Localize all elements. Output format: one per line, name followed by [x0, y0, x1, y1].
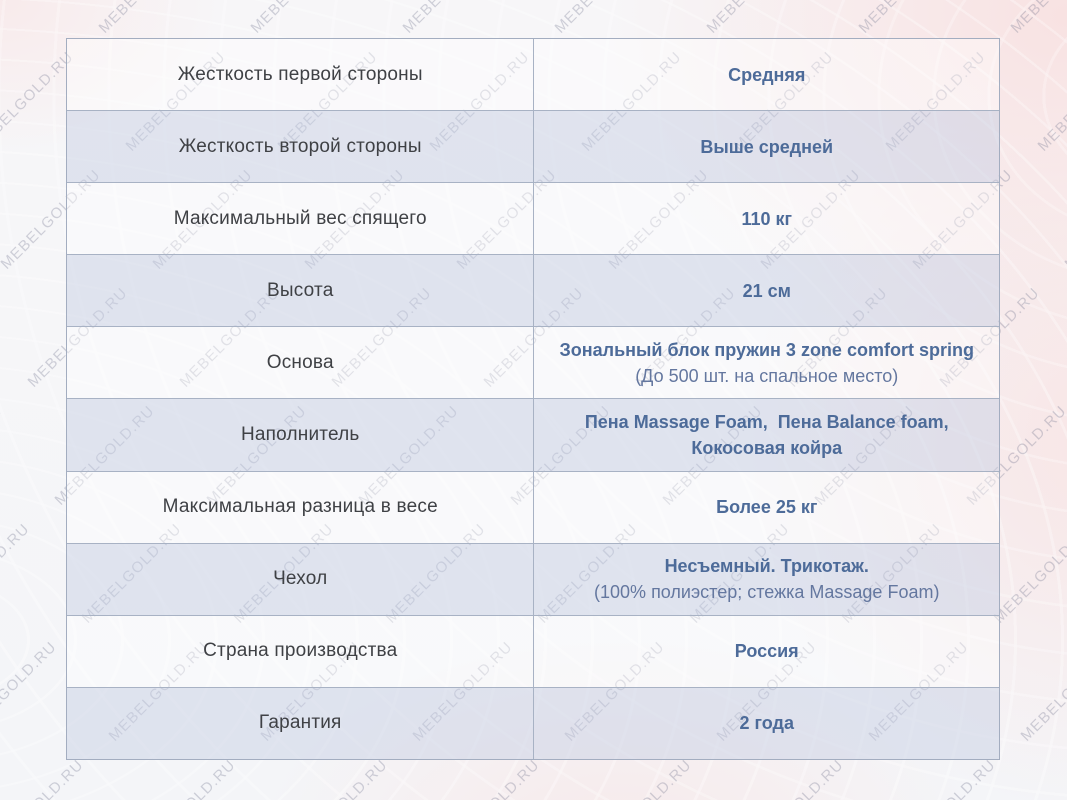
table-row: Основа Зональный блок пружин 3 zone comf… — [67, 326, 999, 399]
spec-value-line: 21 см — [742, 280, 791, 301]
spec-label: Основа — [266, 351, 334, 373]
spec-label-cell: Высота — [67, 255, 535, 327]
watermark-text: MEBELGOLD.RU — [1017, 638, 1067, 745]
spec-value-line: Выше средней — [700, 136, 834, 157]
spec-value-cell: 110 кг — [534, 183, 999, 254]
spec-label: Жесткость второй стороны — [178, 135, 422, 157]
spec-label-cell: Основа — [67, 327, 535, 399]
watermark-text: MEBELGOLD.RU — [1008, 0, 1067, 37]
watermark-text: MEBELGOLD.RU — [741, 756, 847, 800]
spec-label: Страна производства — [203, 640, 398, 662]
spec-label-cell: Жесткость второй стороны — [67, 111, 535, 183]
spec-label-cell: Жесткость первой стороны — [67, 39, 535, 111]
spec-value-cell: Выше средней — [534, 111, 999, 182]
watermark-text: MEBELGOLD.RU — [133, 756, 239, 800]
spec-label: Наполнитель — [240, 424, 360, 446]
table-row: Максимальный вес спящего 110 кг — [67, 182, 999, 255]
watermark-text: MEBELGOLD.RU — [0, 756, 87, 800]
watermark-text: MEBELGOLD.RU — [248, 0, 354, 37]
spec-value-line: Несъемный. Трикотаж. — [664, 556, 869, 577]
watermark-text: MEBELGOLD.RU — [589, 756, 695, 800]
table-row: Наполнитель Пена Massage Foam, Пена Bala… — [67, 398, 999, 471]
spec-label: Максимальный вес спящего — [173, 207, 427, 229]
watermark-text: MEBELGOLD.RU — [856, 0, 962, 37]
watermark-text: MEBELGOLD.RU — [1034, 48, 1067, 155]
spec-label-cell: Гарантия — [67, 687, 535, 759]
watermark-text: MEBELGOLD.RU — [400, 0, 506, 37]
table-row: Чехол Несъемный. Трикотаж. (100% полиэсте… — [67, 542, 999, 615]
table-row: Высота 21 см — [67, 254, 999, 327]
spec-label-cell: Страна производства — [67, 615, 535, 687]
watermark-text: MEBELGOLD.RU — [552, 0, 658, 37]
spec-value-line: Средняя — [728, 64, 806, 85]
spec-value-cell: Более 25 кг — [534, 472, 999, 543]
spec-value-cell: 2 года — [534, 688, 999, 759]
watermark-text: MEBELGOLD.RU — [285, 756, 391, 800]
watermark-text: MEBELGOLD.RU — [0, 0, 50, 37]
spec-value-line: Пена Massage Foam, Пена Balance foam, — [584, 412, 949, 433]
spec-value-line: Россия — [734, 641, 799, 662]
spec-value-line: Зональный блок пружин 3 zone comfort spr… — [559, 339, 974, 360]
spec-value-line: Более 25 кг — [716, 497, 818, 518]
table-row: Страна производства Россия — [67, 614, 999, 687]
table-row: Жесткость первой стороны Средняя — [67, 39, 999, 111]
spec-value-cell: 21 см — [534, 255, 999, 326]
spec-value-line: (100% полиэстер; стежка Massage Foam) — [594, 582, 940, 603]
spec-label-cell: Максимальная разница в весе — [67, 471, 535, 543]
spec-label-cell: Чехол — [67, 543, 535, 615]
table-row: Максимальная разница в весе Более 25 кг — [67, 470, 999, 543]
spec-value-cell: Зональный блок пружин 3 zone comfort spr… — [534, 327, 999, 398]
spec-value-line: Кокосовая койра — [691, 438, 843, 459]
watermark-text: MEBELGOLD.RU — [0, 638, 61, 745]
watermark-text: MEBELGOLD.RU — [96, 0, 202, 37]
spec-label: Гарантия — [258, 712, 342, 734]
spec-value-line: (До 500 шт. на спальное место) — [635, 365, 899, 386]
spec-label: Высота — [267, 279, 334, 301]
spec-value-line: 110 кг — [741, 208, 793, 229]
spec-label: Чехол — [273, 568, 328, 590]
spec-table: Жесткость первой стороны Средняя Жесткос… — [66, 38, 1000, 760]
spec-value-cell: Россия — [534, 616, 999, 687]
table-row: Гарантия 2 года — [67, 686, 999, 759]
spec-value-cell: Несъемный. Трикотаж. (100% полиэстер; сте… — [534, 544, 999, 615]
spec-label-cell: Максимальный вес спящего — [67, 183, 535, 255]
table-row: Жесткость второй стороны Выше средней — [67, 110, 999, 183]
watermark-text: MEBELGOLD.RU — [1061, 166, 1067, 273]
spec-value-line: 2 года — [739, 713, 794, 734]
watermark-text: MEBELGOLD.RU — [1045, 756, 1067, 800]
watermark-text: MEBELGOLD.RU — [0, 402, 7, 509]
spec-value-cell: Средняя — [534, 39, 999, 110]
watermark-text: MEBELGOLD.RU — [437, 756, 543, 800]
spec-label: Жесткость первой стороны — [177, 63, 423, 85]
watermark-text: MEBELGOLD.RU — [990, 520, 1067, 627]
spec-label-cell: Наполнитель — [67, 399, 535, 471]
spec-label: Максимальная разница в весе — [162, 496, 438, 518]
watermark-text: MEBELGOLD.RU — [893, 756, 999, 800]
watermark-text: MEBELGOLD.RU — [0, 520, 34, 627]
watermark-text: MEBELGOLD.RU — [704, 0, 810, 37]
spec-value-cell: Пена Massage Foam, Пена Balance foam, Кок… — [534, 399, 999, 470]
